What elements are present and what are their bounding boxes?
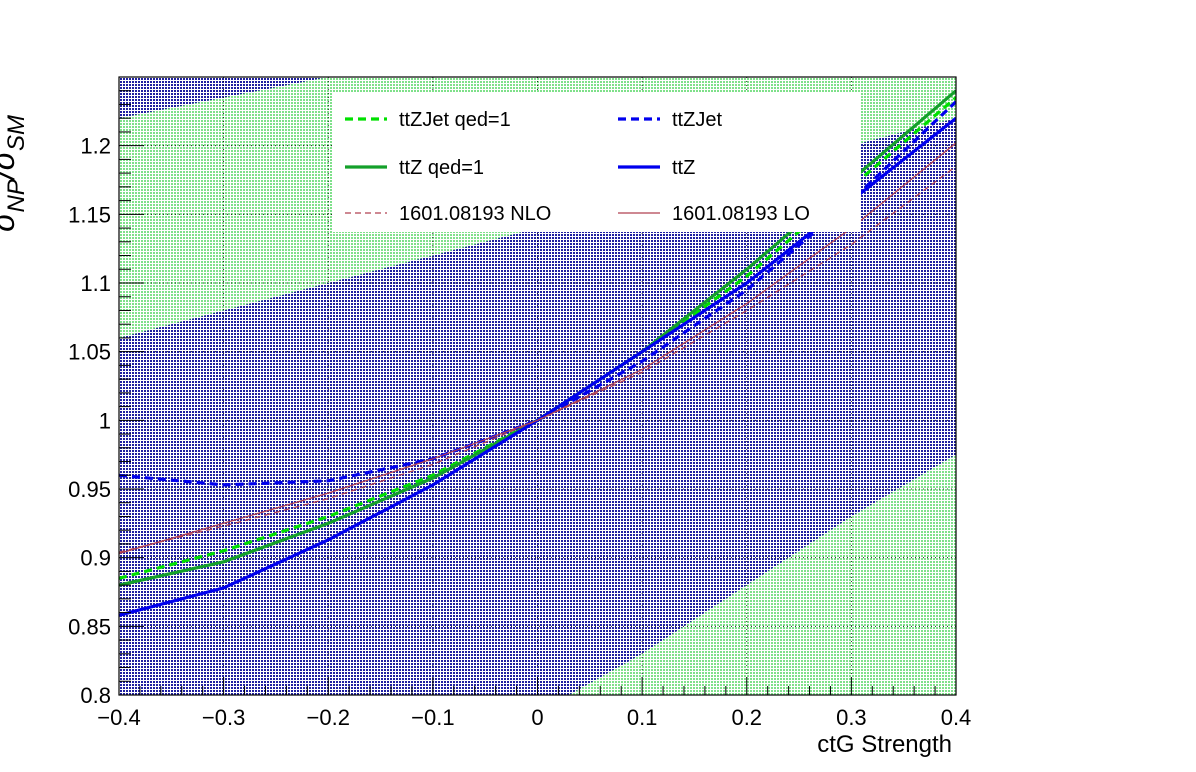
x-tick-label: 0	[531, 705, 543, 730]
y-label-slash: /	[0, 167, 21, 181]
y-tick-label: 1.2	[80, 134, 111, 159]
legend: ttZJet qed=1 ttZJet ttZ qed=1 ttZ 1601.08193…	[333, 92, 861, 232]
x-tick-label: −0.4	[97, 705, 140, 730]
legend-label-4: 1601.08193 NLO	[399, 203, 551, 225]
x-tick-label: −0.1	[411, 705, 454, 730]
legend-label-1: ttZJet	[672, 109, 722, 131]
x-tick-label: −0.2	[307, 705, 350, 730]
svg-text:σNP/σSM: σNP/σSM	[0, 115, 30, 232]
y-label-sub-sm: SM	[3, 115, 30, 151]
y-tick-label: 1	[99, 408, 111, 433]
x-tick-label: 0.2	[731, 705, 762, 730]
x-tick-label: −0.3	[202, 705, 245, 730]
series-line-4	[119, 165, 956, 553]
x-tick-label: 0.3	[836, 705, 867, 730]
x-tick-label: 0.4	[941, 705, 972, 730]
legend-label-5: 1601.08193 LO	[672, 203, 810, 225]
y-tick-label: 0.9	[80, 546, 111, 571]
grid-lines	[119, 77, 956, 695]
legend-label-0: ttZJet qed=1	[399, 109, 511, 131]
band-lower	[568, 454, 956, 695]
x-tick-label: 0.1	[627, 705, 658, 730]
y-axis-label: σNP/σSM	[0, 115, 30, 232]
y-tick-label: 1.15	[68, 202, 111, 227]
y-tick-label: 1.1	[80, 271, 111, 296]
legend-label-3: ttZ	[672, 157, 695, 179]
axes: −0.4 −0.3 −0.2 −0.1 0 0.1 0.2 0.3 0.4 0.8 0.85 0.9 0…	[68, 90, 972, 730]
y-tick-label: 1.05	[68, 340, 111, 365]
y-tick-label: 0.95	[68, 477, 111, 502]
y-label-sub-np: NP	[3, 179, 30, 212]
legend-box	[333, 92, 861, 232]
y-tick-label: 0.8	[80, 683, 111, 708]
series-line-5	[119, 142, 956, 555]
y-label-sigma-np: σ	[0, 211, 21, 232]
legend-label-2: ttZ qed=1	[399, 157, 484, 179]
x-axis-label: ctG Strength	[817, 731, 952, 758]
y-tick-label: 0.85	[68, 614, 111, 639]
y-label-sigma-sm: σ	[0, 149, 21, 170]
